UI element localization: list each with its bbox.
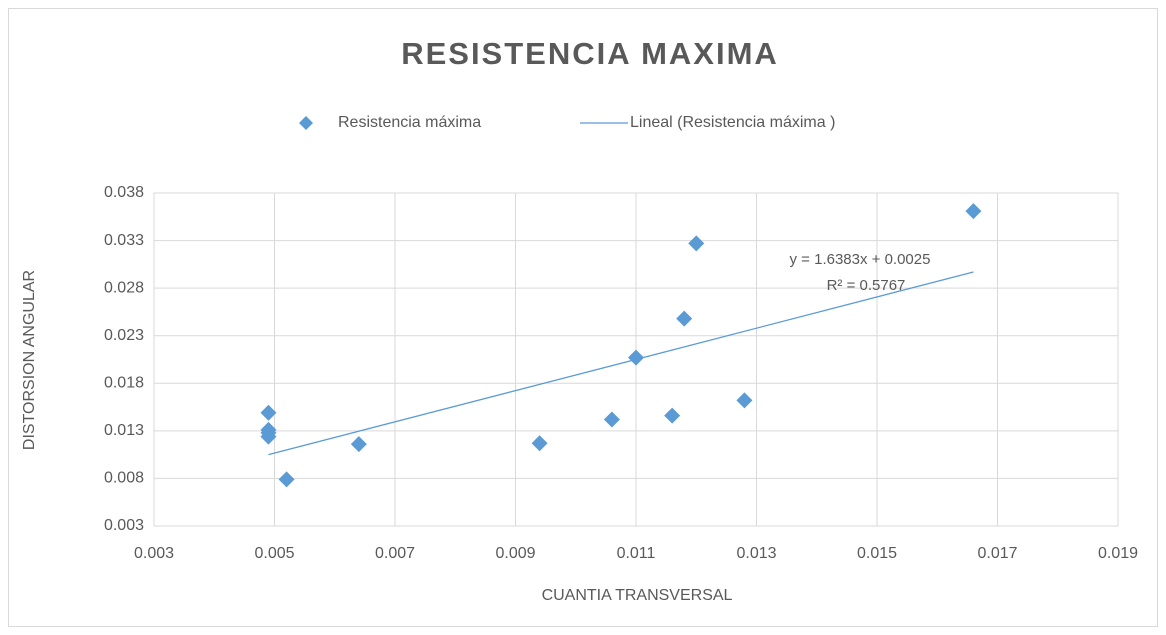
- trendline-equation: y = 1.6383x + 0.0025: [790, 251, 931, 268]
- point: [676, 310, 693, 327]
- y-tick-label: 0.008: [104, 470, 144, 487]
- y-tick-label: 0.013: [104, 422, 144, 439]
- trendline: [268, 271, 974, 456]
- point: [531, 435, 548, 452]
- point: [688, 235, 705, 252]
- y-tick-label: 0.023: [104, 327, 144, 344]
- x-tick-label: 0.015: [857, 545, 897, 562]
- x-tick-label: 0.011: [617, 545, 656, 562]
- y-tick-label: 0.033: [104, 232, 144, 249]
- point: [736, 392, 753, 409]
- x-tick-label: 0.005: [254, 545, 294, 562]
- x-tick-label: 0.013: [736, 545, 776, 562]
- point: [603, 411, 620, 428]
- y-tick-label: 0.003: [104, 517, 144, 534]
- point: [965, 203, 982, 220]
- point: [278, 471, 295, 488]
- chart-title: RESISTENCIA MAXIMA: [401, 36, 779, 71]
- chart-border: [8, 8, 1158, 627]
- point: [628, 349, 644, 366]
- point: [260, 428, 277, 445]
- y-tick-label: 0.028: [104, 279, 144, 296]
- legend-marker: [299, 116, 313, 130]
- y-tick-label: 0.038: [104, 184, 144, 201]
- point: [260, 404, 277, 421]
- x-tick-label: 0.019: [1098, 545, 1138, 562]
- y-axis-label: DISTORSION ANGULAR: [21, 270, 38, 450]
- legend-label: Lineal (Resistencia máxima ): [630, 114, 835, 131]
- y-tick-label: 0.018: [104, 375, 144, 392]
- x-tick-label: 0.017: [977, 545, 1017, 562]
- x-tick-label: 0.007: [375, 545, 415, 562]
- x-tick-label: 0.003: [134, 545, 174, 562]
- x-tick-label: 0.009: [495, 545, 535, 562]
- trendline-r-squared: R² = 0.5767: [827, 277, 906, 294]
- legend-label: Resistencia máxima: [338, 114, 481, 131]
- point: [664, 407, 681, 424]
- point: [350, 436, 367, 453]
- x-axis-label: CUANTIA TRANSVERSAL: [542, 587, 733, 604]
